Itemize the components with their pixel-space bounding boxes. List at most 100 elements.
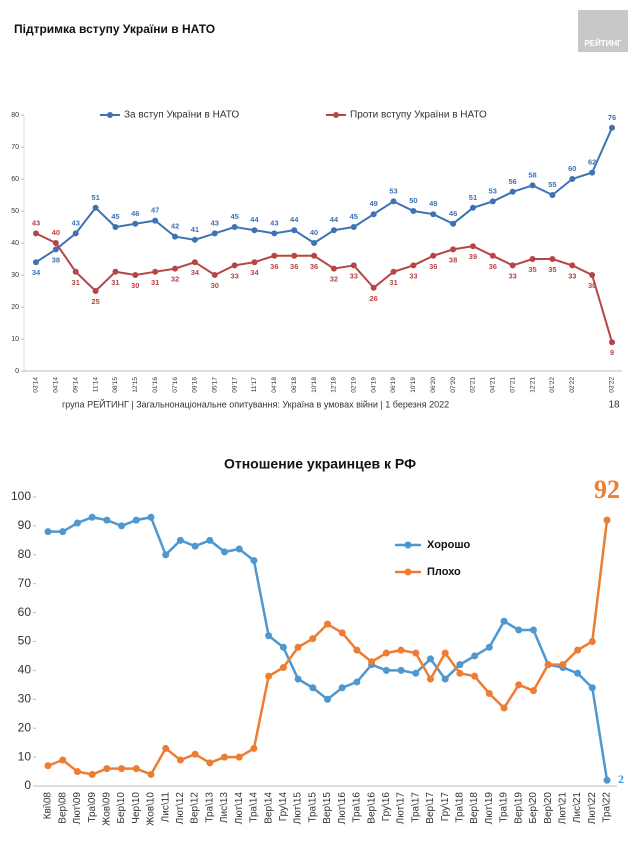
data-label: 35	[528, 265, 536, 274]
x-tick-label: Тра\22	[602, 792, 613, 823]
point	[350, 262, 357, 269]
logo: РЕЙТИНГ	[584, 39, 622, 48]
x-tick-label: 06'18	[291, 377, 298, 393]
point	[88, 770, 96, 778]
point	[132, 220, 139, 227]
x-tick-label: 01'22	[549, 377, 556, 393]
x-tick-label: Лют\14	[234, 792, 245, 825]
x-tick-label: 02'19	[351, 377, 358, 393]
data-label: 35	[548, 265, 556, 274]
data-label: 31	[389, 278, 397, 287]
point	[426, 675, 434, 683]
data-label: 25	[91, 297, 99, 306]
point	[231, 224, 238, 230]
x-tick-label: 04'18	[271, 377, 278, 393]
point	[72, 268, 79, 275]
data-label: 44	[330, 215, 339, 224]
point	[603, 776, 611, 784]
data-label: 53	[489, 186, 497, 195]
data-label: 32	[171, 275, 179, 284]
data-label: 36	[310, 262, 318, 271]
data-label: 30	[588, 281, 596, 290]
x-tick-label: Вер\15	[322, 792, 333, 824]
point	[221, 548, 229, 556]
point	[529, 626, 537, 634]
data-label: 38	[52, 255, 60, 264]
x-tick-label: Тра\17	[410, 792, 421, 823]
data-label: 34	[32, 268, 41, 277]
point	[309, 684, 317, 692]
point	[589, 169, 596, 176]
y-tick-label: 70	[11, 144, 19, 151]
y-tick-label: 10	[18, 749, 32, 763]
point	[291, 252, 298, 259]
data-label: 31	[151, 278, 159, 287]
data-label: 45	[350, 212, 358, 221]
x-tick-label: 10'18	[311, 377, 318, 393]
y-tick-label: 20	[18, 720, 32, 734]
point	[88, 513, 96, 521]
point	[500, 704, 508, 712]
chart-title: Отношение украинцев к РФ	[224, 456, 416, 472]
x-tick-label: Кві\08	[43, 792, 54, 820]
point	[515, 626, 523, 634]
x-tick-label: Лют\12	[175, 792, 186, 825]
point	[353, 678, 361, 686]
x-tick-label: Вер\20	[543, 792, 554, 824]
point	[152, 217, 159, 224]
y-tick-label: 60	[18, 605, 32, 619]
point	[368, 658, 376, 666]
point	[72, 230, 79, 237]
point	[450, 246, 457, 253]
point	[73, 768, 81, 776]
point	[33, 259, 39, 266]
point	[172, 265, 179, 272]
point	[515, 681, 523, 689]
x-tick-label: Лют\21	[558, 792, 569, 825]
point	[235, 545, 243, 553]
x-tick-label: Вер\16	[366, 792, 377, 824]
data-label: 38	[449, 255, 457, 264]
legend-label: Проти вступу України в НАТО	[350, 110, 487, 121]
point	[291, 227, 298, 234]
point	[52, 240, 59, 246]
data-label: 51	[469, 193, 477, 202]
point	[191, 750, 199, 758]
point	[92, 204, 99, 211]
point	[390, 268, 397, 275]
point	[410, 262, 417, 269]
x-tick-label: Тра\09	[87, 792, 98, 823]
x-tick-label: Тра\18	[455, 792, 466, 823]
point	[172, 233, 179, 240]
legend-marker	[107, 112, 113, 118]
point	[44, 762, 52, 770]
series-line	[35, 127, 613, 264]
point	[311, 252, 318, 259]
x-tick-label: 11'17	[251, 377, 258, 393]
data-label: 40	[310, 228, 318, 237]
x-tick-label: 02'21	[470, 377, 477, 393]
point	[309, 635, 317, 643]
y-tick-label: 80	[11, 112, 19, 119]
point	[574, 669, 582, 677]
point	[603, 516, 611, 524]
point	[370, 211, 377, 218]
data-label: 43	[211, 218, 219, 227]
point	[569, 262, 576, 269]
point	[471, 652, 479, 660]
legend-marker	[404, 568, 412, 576]
point	[588, 638, 596, 645]
x-tick-label: Лют\16	[337, 792, 348, 825]
x-tick-label: 03'22	[609, 377, 616, 393]
point	[279, 643, 287, 651]
point	[430, 252, 437, 259]
data-label: 36	[429, 262, 437, 271]
point	[191, 259, 198, 266]
data-label: 62	[588, 158, 596, 167]
point	[279, 664, 287, 672]
x-tick-label: 04'14	[53, 377, 60, 393]
x-tick-label: 04'19	[370, 377, 377, 393]
x-tick-label: 02'22	[569, 377, 576, 393]
point	[330, 265, 337, 272]
